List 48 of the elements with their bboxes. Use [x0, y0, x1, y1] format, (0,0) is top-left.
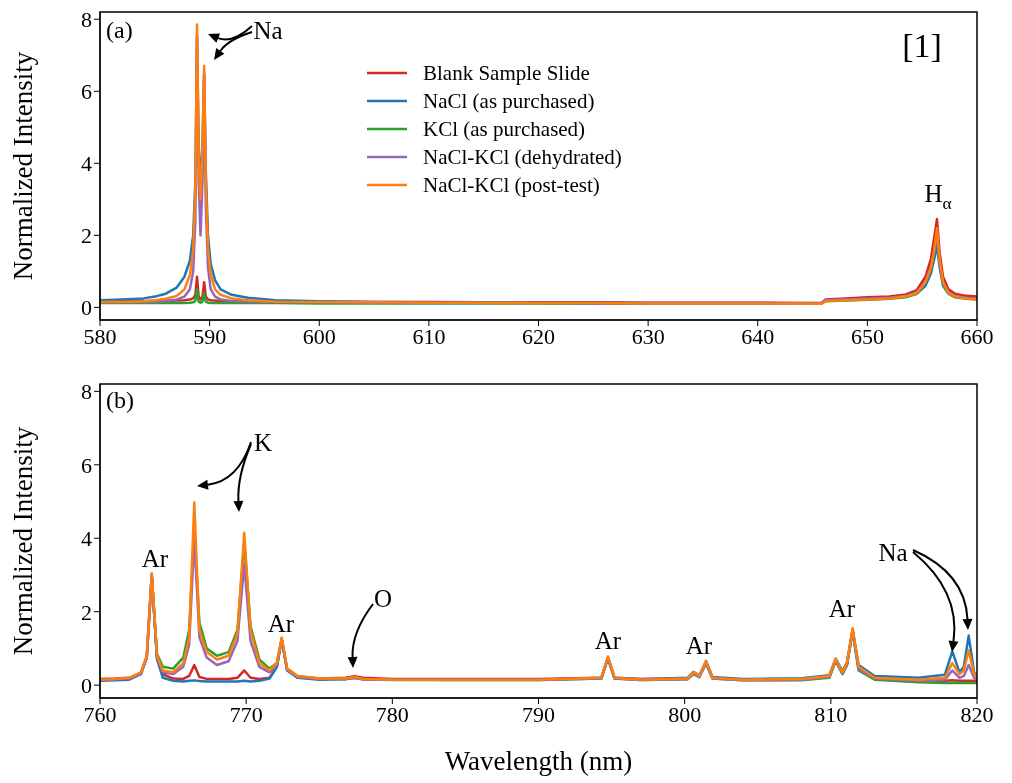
annotation: (a)	[106, 17, 133, 43]
annotation: Ar	[141, 544, 169, 572]
x-tick-label: 600	[302, 323, 336, 349]
x-tick-label: 760	[83, 701, 117, 727]
x-tick-label: 610	[412, 323, 446, 349]
y-tick-label: 0	[81, 672, 92, 698]
x-tick-label: 620	[522, 323, 555, 349]
legend-label: NaCl-KCl (post-test)	[423, 173, 600, 197]
annotation: Ar	[828, 594, 856, 622]
annotation: Ar	[685, 631, 713, 659]
annotation: Na	[878, 538, 908, 566]
y-tick-label: 4	[81, 151, 92, 177]
annotation: Ar	[594, 626, 622, 654]
y-tick-label: 6	[81, 452, 92, 478]
y-tick-label: 4	[81, 526, 92, 552]
legend-label: Blank Sample Slide	[423, 61, 590, 85]
annotation: [1]	[902, 26, 942, 64]
annotation: K	[253, 428, 273, 456]
y-tick-label: 8	[81, 7, 92, 33]
x-tick-label: 770	[229, 701, 263, 727]
x-tick-label: 800	[668, 701, 702, 727]
annotation: Ar	[267, 609, 295, 637]
annotation: (b)	[106, 387, 134, 413]
annotation: Na	[253, 16, 283, 44]
annotation: H$_{α}$	[924, 179, 952, 213]
x-tick-label: 780	[375, 701, 409, 727]
y-tick-label: 0	[81, 295, 92, 321]
x-tick-label: 630	[631, 323, 665, 349]
legend-label: KCl (as purchased)	[423, 117, 586, 141]
x-tick-label: 580	[83, 323, 117, 349]
x-tick-label: 660	[960, 323, 994, 349]
y-axis-title: Normalized Intensity	[7, 51, 38, 281]
line-series	[100, 501, 977, 681]
x-axis-title: Wavelength (nm)	[444, 746, 633, 776]
x-tick-label: 590	[193, 323, 227, 349]
y-axis-title: Normalized Intensity	[7, 426, 38, 656]
x-tick-label: 640	[741, 323, 775, 349]
x-tick-label: 810	[814, 701, 848, 727]
y-tick-label: 8	[81, 379, 92, 405]
legend-label: NaCl (as purchased)	[423, 89, 595, 113]
x-tick-label: 650	[850, 323, 884, 349]
y-tick-label: 2	[81, 223, 92, 249]
annotation: O	[373, 584, 393, 612]
x-tick-label: 820	[960, 701, 994, 727]
y-tick-label: 6	[81, 79, 92, 105]
legend-label: NaCl-KCl (dehydrated)	[423, 145, 622, 169]
x-tick-label: 790	[522, 701, 555, 727]
y-tick-label: 2	[81, 599, 92, 625]
